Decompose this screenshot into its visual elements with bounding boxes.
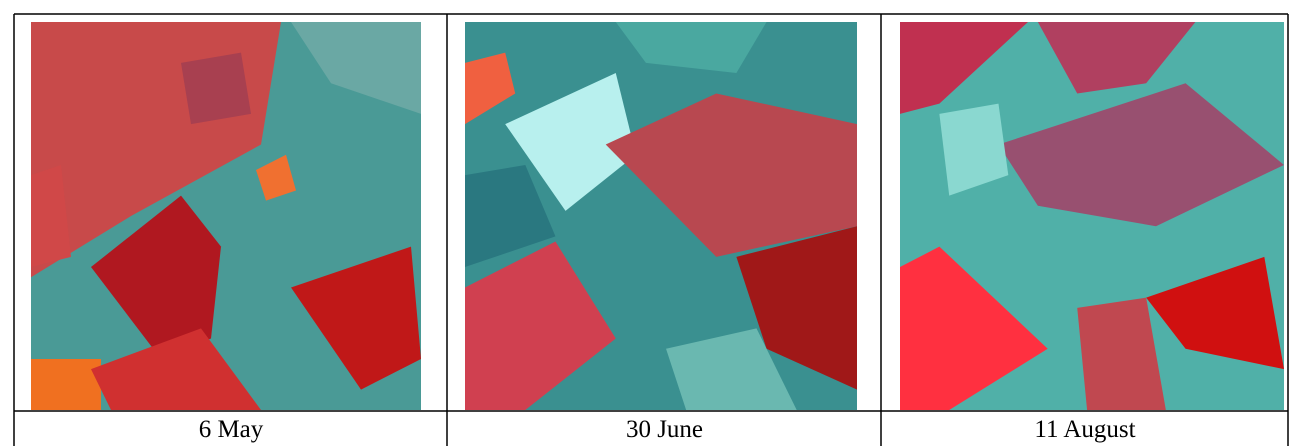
caption: 11 August [882, 412, 1288, 446]
satellite-image [900, 22, 1284, 410]
satellite-image [465, 22, 857, 410]
satellite-image [31, 22, 421, 410]
caption: 6 May [15, 412, 447, 446]
caption: 30 June [448, 412, 881, 446]
figure-table: 6 May 30 June 11 August [0, 0, 1301, 446]
